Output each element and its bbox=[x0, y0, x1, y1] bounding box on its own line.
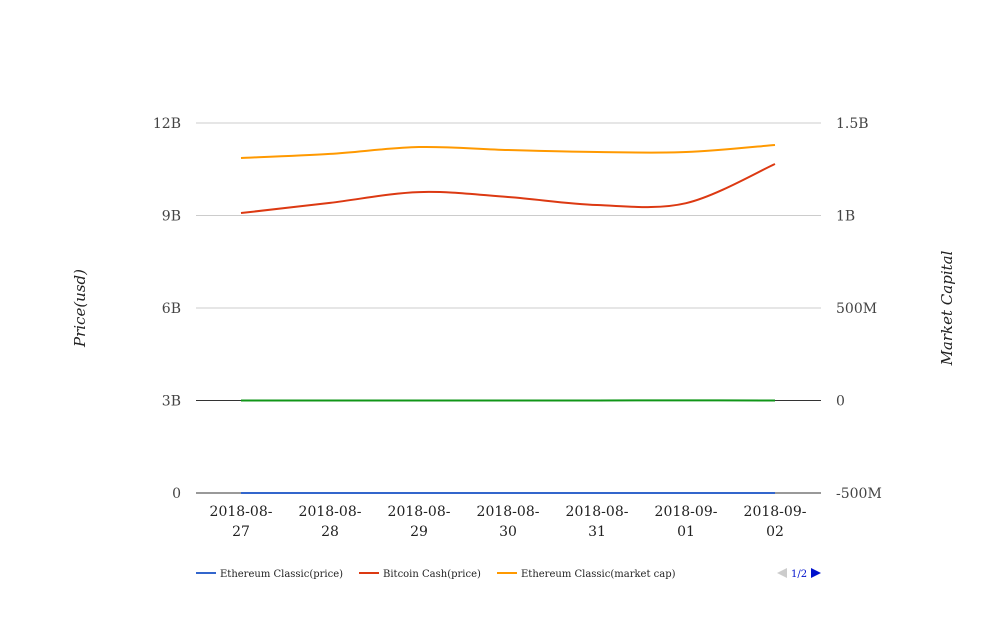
y-tick-left: 3B bbox=[162, 394, 181, 410]
legend-entry[interactable]: Ethereum Classic(price) bbox=[220, 569, 343, 580]
y-axis-label-left: Price(usd) bbox=[71, 269, 89, 348]
y-tick-right: 1.5B bbox=[836, 116, 869, 132]
y-tick-right: -500M bbox=[836, 486, 882, 502]
y-tick-left: 9B bbox=[162, 209, 181, 225]
x-tick: 2018-08- bbox=[388, 504, 451, 520]
y-tick-right: 500M bbox=[836, 301, 877, 317]
x-tick: 30 bbox=[499, 524, 517, 540]
legend-entry[interactable]: Ethereum Classic(market cap) bbox=[521, 569, 676, 580]
legend-page: 1/2 bbox=[791, 569, 807, 580]
series-line bbox=[241, 164, 775, 213]
legend-next-icon[interactable] bbox=[811, 568, 821, 578]
x-tick: 2018-08- bbox=[210, 504, 273, 520]
y-axis-label-right: Market Capital bbox=[938, 250, 956, 366]
x-tick: 2018-08- bbox=[299, 504, 362, 520]
y-tick-left: 6B bbox=[162, 301, 181, 317]
y-tick-left: 0 bbox=[172, 486, 181, 502]
legend-entry[interactable]: Bitcoin Cash(price) bbox=[383, 569, 481, 580]
x-tick: 02 bbox=[766, 524, 784, 540]
y-tick-left: 12B bbox=[153, 116, 181, 132]
x-tick: 31 bbox=[588, 524, 606, 540]
x-tick: 27 bbox=[232, 524, 250, 540]
y-tick-right: 1B bbox=[836, 209, 855, 225]
x-tick: 2018-09- bbox=[655, 504, 718, 520]
x-tick: 2018-08- bbox=[566, 504, 629, 520]
series-line bbox=[241, 145, 775, 158]
x-tick: 2018-09- bbox=[744, 504, 807, 520]
x-tick: 2018-08- bbox=[477, 504, 540, 520]
x-tick: 28 bbox=[321, 524, 339, 540]
y-tick-right: 0 bbox=[836, 394, 845, 410]
legend-prev-icon[interactable] bbox=[777, 568, 787, 578]
x-tick: 01 bbox=[677, 524, 695, 540]
x-tick: 29 bbox=[410, 524, 428, 540]
